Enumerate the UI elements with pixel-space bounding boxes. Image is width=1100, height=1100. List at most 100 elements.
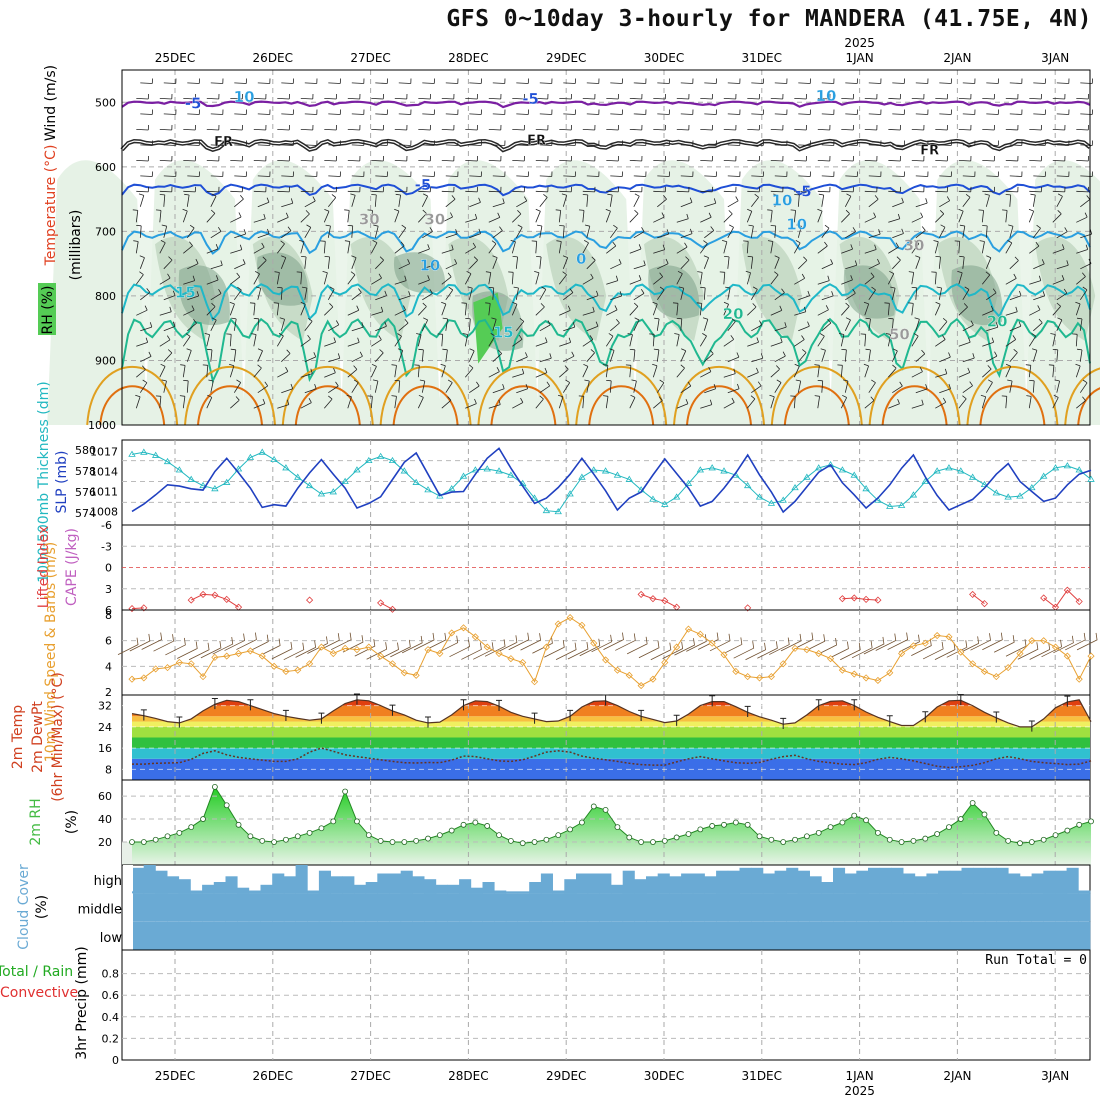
cloud-bar-high <box>470 887 483 894</box>
cloud-bar-middle <box>903 893 916 922</box>
lifted-point <box>874 596 882 604</box>
contour-label: 30 <box>904 237 925 255</box>
cloud-bar-middle <box>973 893 986 922</box>
cloud-bar-high <box>926 873 939 894</box>
cloud-bar-high <box>424 879 437 894</box>
rh2m-point <box>732 819 739 826</box>
contour-label: 15 <box>493 324 514 342</box>
temp-tick-label: 8 <box>105 763 112 776</box>
cloud-bar-middle <box>505 893 518 922</box>
cloud-bar-middle <box>938 893 951 922</box>
precip-tick-label: 0.4 <box>102 1011 120 1024</box>
contour-label: 20 <box>723 305 744 323</box>
rh2m-point <box>567 826 573 833</box>
contour-25-arch <box>966 365 1059 426</box>
rh2m-point <box>981 811 988 818</box>
cloud-bar-low <box>155 921 168 950</box>
bottom-year-label: 2025 <box>844 1084 875 1098</box>
cloud-bar-low <box>354 921 367 950</box>
cloud-bar-low <box>1043 921 1056 950</box>
contour-25-arch <box>868 365 961 426</box>
cloud-bar-high <box>938 870 951 894</box>
cloud-bar-high <box>342 876 355 894</box>
cloud-bar-low <box>564 921 577 950</box>
cloud-bar-low <box>692 921 705 950</box>
cloud-bar-low <box>587 921 600 950</box>
cloud-bar-high <box>704 876 717 894</box>
top-date-label: 27DEC <box>350 51 390 65</box>
rh2m-point <box>709 823 716 829</box>
temp-minmax-errorbar <box>886 715 893 727</box>
cloud-bar-low <box>739 921 752 950</box>
cloud-bar-middle <box>926 893 939 922</box>
cloud-bar-high <box>821 882 834 894</box>
rh2m-point <box>176 829 183 836</box>
top-date-label: 25DEC <box>155 51 195 65</box>
rh2m-point <box>1064 827 1071 834</box>
rh-axis-label: RH (%) <box>40 286 56 335</box>
rh2m-point <box>1052 832 1059 839</box>
cloud-bar-middle <box>412 893 425 922</box>
contour-25-arch <box>673 365 765 426</box>
cloud-bar-middle <box>1078 893 1091 922</box>
cloud-bar-middle <box>494 893 507 922</box>
cloud-bar-high <box>903 873 916 894</box>
contour-10 <box>121 230 1091 255</box>
cloud-bar-low <box>529 921 542 950</box>
cloud-bar-low <box>330 921 343 950</box>
cloud-bar-low <box>704 921 717 950</box>
cloud-bar-low <box>634 921 647 950</box>
cloud-bar-high <box>155 870 168 894</box>
cloud-bar-high <box>868 867 881 894</box>
rh2m-point <box>223 802 230 809</box>
temp-tick-label: 32 <box>98 700 112 713</box>
cloud-bar-low <box>868 921 881 950</box>
cloud-bar-middle <box>891 893 904 922</box>
contour-freezing-inner <box>121 140 1091 151</box>
contour-30-arch <box>392 385 459 426</box>
cloud-bar-high <box>727 870 740 894</box>
cloud-bar-high <box>237 887 250 894</box>
lifted-axis-label: Lifted Index <box>36 526 52 608</box>
lifted-point <box>744 604 752 612</box>
cloud-bar-middle <box>646 893 659 922</box>
contour-25-arch <box>379 365 472 426</box>
cloud-bar-low <box>1008 921 1021 950</box>
temp-minmax-errorbar <box>496 699 503 711</box>
cloud-bar-high <box>354 884 367 894</box>
cloud-bar-low <box>412 921 425 950</box>
cloud-bar-middle <box>272 893 285 922</box>
cloud-bar-low <box>949 921 962 950</box>
cloud-bar-high <box>272 873 285 894</box>
cloud-bar-low <box>961 921 974 950</box>
cloud-bar-low <box>727 921 740 950</box>
cloud-bar-middle <box>143 893 156 922</box>
rh2m-point <box>898 839 905 845</box>
cloud-bar-low <box>576 921 589 950</box>
wind10m-axis-label: 10m Wind Speed & Barbs (m/s) <box>43 542 59 762</box>
cloud-bar-high <box>646 876 659 894</box>
cloud-level-label: high <box>94 874 122 889</box>
temp-minmax-errorbar <box>638 709 645 722</box>
wind-speed-line <box>131 617 1092 687</box>
rh2m-point <box>792 836 798 843</box>
cloud-bar-middle <box>307 893 320 922</box>
rh2m-point <box>484 823 491 829</box>
cloud-bar-middle <box>786 893 799 922</box>
cloud-bar-low <box>914 921 927 950</box>
thickness-tick-label: 580 <box>75 444 96 457</box>
cloud-bar-high <box>283 876 296 894</box>
rh2m-point <box>318 825 325 832</box>
cloud-bar-middle <box>657 893 670 922</box>
chart-title: GFS 0~10day 3-hourly for MANDERA (41.75E… <box>446 6 1092 32</box>
cloud-bar-low <box>260 921 273 950</box>
contour-label: -5 <box>522 90 539 108</box>
temp-tick-label: 24 <box>98 721 112 734</box>
cloud-bar-low <box>190 921 203 950</box>
cloud-bar-high <box>856 870 869 894</box>
contour-30-arch <box>783 385 850 426</box>
cloud-left-strip <box>123 865 133 950</box>
cloud-bar-middle <box>821 893 834 922</box>
cloud-level-label: low <box>100 931 123 946</box>
contour-label: 30 <box>424 211 445 229</box>
